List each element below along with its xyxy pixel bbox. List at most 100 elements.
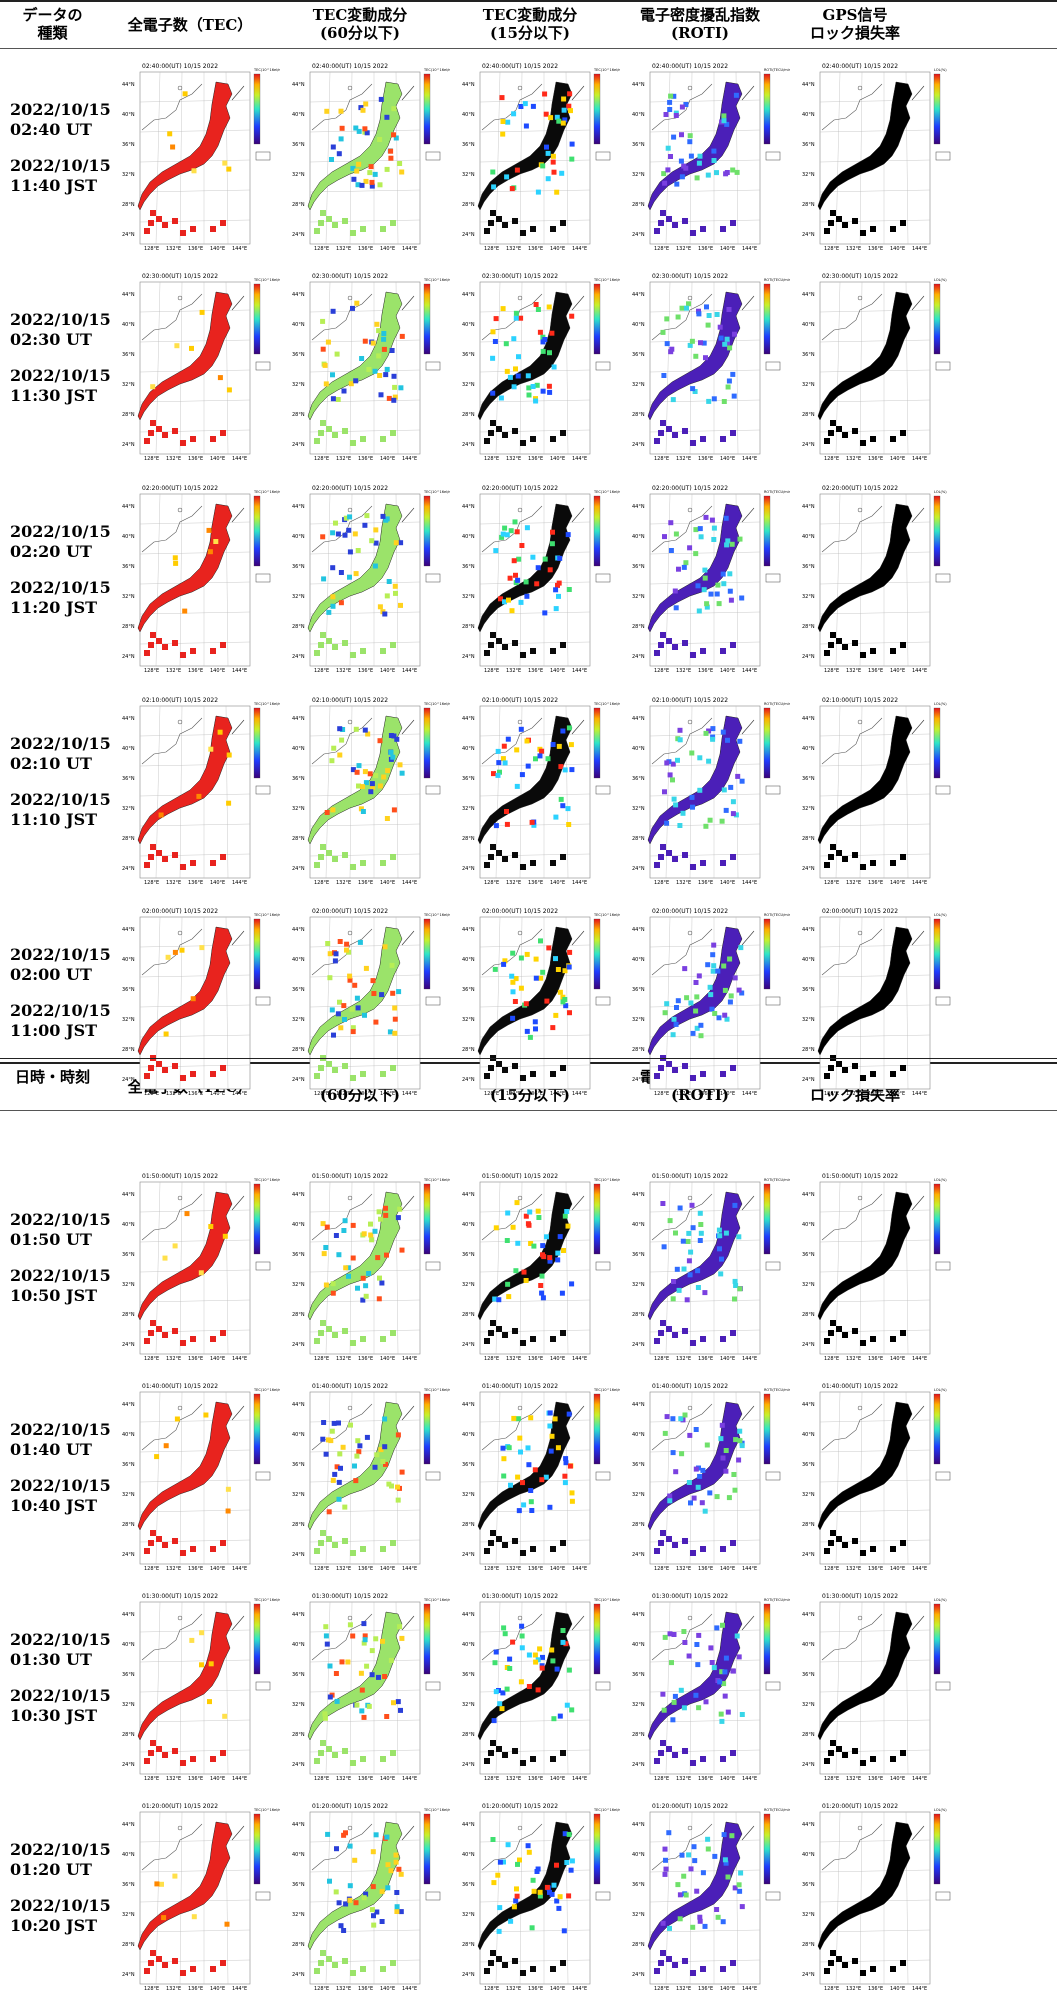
lat-tick: 32°N [292,1282,305,1288]
panel-title: 01:20:00(UT) 10/15 2022 [312,1803,388,1810]
lat-tick: 36°N [632,1462,645,1468]
panel-title: 02:10:00(UT) 10/15 2022 [652,697,728,704]
lon-tick: 132°E [676,880,691,886]
colorbar-label: TEC(10^16el/m^2) [593,278,620,282]
lon-tick: 132°E [166,1091,181,1097]
colorbar-label: LOL(%) [934,68,947,72]
colorbar-label: TEC(10^16el/m^2) [593,1178,620,1182]
lon-tick: 140°E [210,880,225,886]
lat-tick: 36°N [802,1672,815,1678]
lat-tick: 40°N [462,1852,475,1858]
lat-tick: 36°N [292,142,305,148]
row-time-ut: 2022/10/15 02:40 UT [10,100,111,139]
lat-tick: 28°N [802,1047,815,1053]
lon-tick: 144°E [912,1356,927,1362]
row-time-jst: 2022/10/15 11:30 JST [10,366,111,405]
lat-tick: 32°N [462,806,475,812]
lat-tick: 28°N [292,1732,305,1738]
lat-tick: 24°N [632,654,645,660]
colorbar-label: ROTI(TECU/min) [764,913,790,917]
lat-tick: 44°N [122,1192,135,1198]
lat-tick: 24°N [292,1762,305,1768]
panel-title: 01:20:00(UT) 10/15 2022 [482,1803,558,1810]
lon-tick: 140°E [210,1566,225,1572]
map-panel-tec60: 02:40:00(UT) 10/15 2022 44°N 40°N 36°N 32°N… [290,60,450,260]
lon-tick: 136°E [528,1091,543,1097]
lon-tick: 128°E [144,456,159,462]
lon-tick: 132°E [676,1776,691,1782]
lon-tick: 140°E [380,880,395,886]
lon-tick: 144°E [402,246,417,252]
lat-tick: 32°N [632,1702,645,1708]
lat-tick: 24°N [802,1762,815,1768]
lon-tick: 140°E [720,668,735,674]
lon-tick: 132°E [676,1356,691,1362]
map-panel-svg: 01:50:00(UT) 10/15 2022 44°N 40°N 36°N 32°N… [122,1173,280,1362]
lon-tick: 128°E [144,1566,159,1572]
map-panel-svg: 01:40:00(UT) 10/15 2022 44°N 40°N 36°N 32°N… [292,1383,450,1572]
map-panel-svg: 02:20:00(UT) 10/15 2022 44°N 40°N 36°N 32°N… [632,485,790,674]
lon-tick: 140°E [210,668,225,674]
lon-tick: 132°E [506,1091,521,1097]
lat-tick: 28°N [292,624,305,630]
lat-tick: 44°N [122,716,135,722]
lat-tick: 44°N [122,1612,135,1618]
row-time-jst: 2022/10/15 11:20 JST [10,578,111,617]
lon-tick: 132°E [676,456,691,462]
panel-title: 01:40:00(UT) 10/15 2022 [652,1383,728,1390]
map-panel-svg: 02:40:00(UT) 10/15 2022 44°N 40°N 36°N 32°N… [802,63,951,252]
lat-tick: 40°N [122,1222,135,1228]
lat-tick: 28°N [462,1047,475,1053]
map-panel-tec15: 01:40:00(UT) 10/15 2022 44°N 40°N 36°N 32°N… [460,1380,620,1580]
lat-tick: 32°N [802,806,815,812]
lat-tick: 28°N [462,1732,475,1738]
panel-title: 01:30:00(UT) 10/15 2022 [652,1593,728,1600]
lat-tick: 28°N [632,1942,645,1948]
lon-tick: 140°E [380,246,395,252]
lon-tick: 140°E [550,1566,565,1572]
lat-tick: 24°N [292,232,305,238]
map-panel-svg: 01:20:00(UT) 10/15 2022 44°N 40°N 36°N 32°N… [292,1803,450,1992]
map-panel-svg: 01:30:00(UT) 10/15 2022 44°N 40°N 36°N 32°N… [462,1593,620,1782]
lon-tick: 144°E [232,246,247,252]
lon-tick: 132°E [336,1356,351,1362]
lat-tick: 28°N [462,1522,475,1528]
lon-tick: 136°E [868,1566,883,1572]
panel-title: 02:00:00(UT) 10/15 2022 [142,908,218,915]
lat-tick: 32°N [122,1912,135,1918]
panel-title: 02:20:00(UT) 10/15 2022 [822,485,898,492]
lon-tick: 144°E [742,880,757,886]
header-first: 日時・時刻 [14,1068,90,1086]
lon-tick: 128°E [824,1091,839,1097]
lat-tick: 40°N [292,1642,305,1648]
panel-title: 02:20:00(UT) 10/15 2022 [652,485,728,492]
panel-title: 02:30:00(UT) 10/15 2022 [482,273,558,280]
lat-tick: 24°N [292,1342,305,1348]
lat-tick: 28°N [122,1942,135,1948]
map-panel-tec15: 02:10:00(UT) 10/15 2022 44°N 40°N 36°N 32°N… [460,694,620,894]
lat-tick: 44°N [292,927,305,933]
lon-tick: 144°E [572,1091,587,1097]
lon-tick: 136°E [698,880,713,886]
map-panel-svg: 02:10:00(UT) 10/15 2022 44°N 40°N 36°N 32°N… [632,697,790,886]
lat-tick: 28°N [802,1942,815,1948]
lon-tick: 132°E [506,1566,521,1572]
lat-tick: 32°N [292,594,305,600]
map-panel-svg: 02:10:00(UT) 10/15 2022 44°N 40°N 36°N 32°N… [122,697,280,886]
map-panel-tec60: 01:50:00(UT) 10/15 2022 44°N 40°N 36°N 32°N… [290,1170,450,1370]
lon-tick: 128°E [654,668,669,674]
lat-tick: 24°N [462,1077,475,1083]
lat-tick: 32°N [632,1492,645,1498]
row-time-ut: 2022/10/15 01:30 UT [10,1630,111,1669]
lon-tick: 144°E [912,668,927,674]
lat-tick: 24°N [632,1972,645,1978]
colorbar-label: LOL(%) [934,1388,947,1392]
panel-title: 02:40:00(UT) 10/15 2022 [822,63,898,70]
colorbar-label: LOL(%) [934,1178,947,1182]
lat-tick: 40°N [802,1432,815,1438]
colorbar-label: TEC(10^16el/m^2) [423,913,450,917]
lon-tick: 140°E [720,1776,735,1782]
lon-tick: 144°E [572,1356,587,1362]
map-panel-tec60: 01:30:00(UT) 10/15 2022 44°N 40°N 36°N 32°N… [290,1590,450,1790]
panel-title: 01:40:00(UT) 10/15 2022 [312,1383,388,1390]
